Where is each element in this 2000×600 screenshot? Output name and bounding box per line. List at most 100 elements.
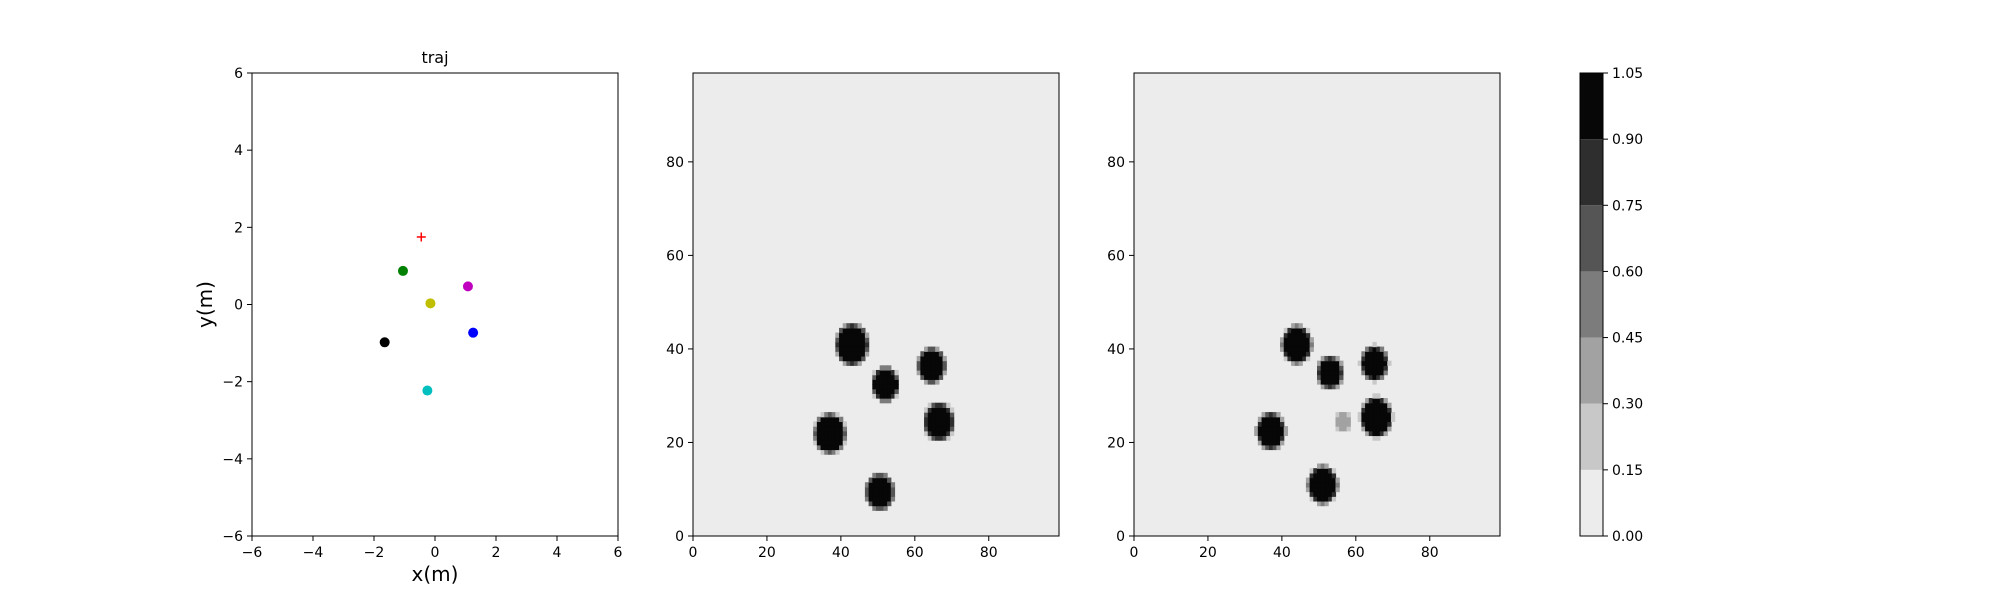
heatmap-2-cell (1331, 482, 1337, 488)
heatmap-1-cell (820, 444, 825, 451)
heatmap-2-cell (1298, 341, 1303, 348)
heatmap-1-cell (861, 351, 866, 357)
heatmap-1-cell (839, 351, 844, 357)
heatmap-2-cell (1339, 426, 1344, 432)
heatmap-2-cell (1376, 360, 1381, 366)
heatmap-2-cell (1257, 435, 1263, 441)
colorbar-tick-label: 0.15 (1612, 463, 1643, 479)
heatmap-1-cell (835, 430, 840, 437)
heatmap-1-cell (935, 369, 940, 376)
heatmap-2-cell (1368, 430, 1374, 437)
heatmap-1-cell (883, 388, 888, 394)
heatmap-1-cell (927, 379, 933, 385)
heatmap-2-cell (1361, 426, 1366, 432)
heatmap-1-cell (816, 440, 822, 446)
heatmap-2-cell (1298, 332, 1303, 338)
heatmap-1-cell (850, 327, 855, 334)
heatmap-2-cell (1372, 379, 1377, 385)
heatmap-1-cell (931, 365, 936, 371)
heatmap-2-cell (1335, 384, 1340, 390)
heatmap-2-cell (1368, 369, 1374, 376)
heatmap-2-cell (1376, 393, 1381, 399)
heatmap-2-cell (1302, 351, 1307, 357)
heatmap-1-cell (887, 393, 892, 399)
heatmap-2-cell (1324, 482, 1329, 488)
colorbar-band (1580, 337, 1603, 404)
traj-ytick-label: −4 (222, 452, 243, 468)
heatmap-1-cell (927, 407, 933, 413)
heatmap-2-cell (1268, 435, 1274, 441)
agent-point (468, 327, 479, 338)
heatmap-2-cell (1372, 351, 1377, 357)
heatmap-1-xtick-label: 60 (906, 545, 924, 561)
heatmap-2-cell (1265, 435, 1270, 441)
heatmap-2-cell (1302, 332, 1307, 338)
heatmap-1-cell (942, 435, 947, 441)
heatmap-2-cell (1379, 421, 1385, 427)
heatmap-2-cell (1298, 351, 1303, 357)
heatmap-2-ytick-label: 20 (1107, 435, 1125, 451)
heatmap-1-xtick-label: 0 (689, 545, 698, 561)
heatmap-1-cell (853, 355, 859, 362)
heatmap-1-cell (876, 491, 881, 497)
heatmap-1-cell (857, 323, 862, 329)
heatmap-2-cell (1320, 486, 1325, 493)
heatmap-2-cell (1346, 412, 1351, 418)
heatmap-1-cell (835, 444, 840, 451)
traj-ytick-label: 0 (234, 298, 243, 314)
heatmap-2-cell (1265, 444, 1270, 451)
heatmap-1-cell (890, 491, 896, 497)
heatmap-1-cell (876, 486, 881, 493)
heatmap-1-cell (861, 355, 866, 362)
heatmap-1-cell (946, 426, 951, 432)
heatmap-2-cell (1372, 341, 1377, 348)
colorbar-band (1580, 205, 1603, 272)
heatmap-2-cell (1320, 374, 1325, 380)
heatmap-1-cell (887, 369, 892, 376)
heatmap-1-cell (861, 332, 866, 338)
heatmap-2-cell (1368, 398, 1374, 404)
heatmap-1-cell (876, 379, 881, 385)
heatmap-2-cell (1376, 430, 1381, 437)
heatmap-1-cell (935, 407, 940, 413)
heatmap-2-cell (1309, 346, 1314, 352)
heatmap-1-cell (824, 440, 829, 446)
heatmap-1-cell (816, 416, 822, 423)
heatmap-1-xtick-label: 80 (980, 545, 998, 561)
heatmap-1-cell (824, 412, 829, 418)
heatmap-1-cell (924, 351, 929, 357)
heatmap-1-cell (853, 351, 859, 357)
heatmap-2-cell (1383, 412, 1388, 418)
heatmap-2-cell (1383, 430, 1388, 437)
heatmap-1-cell (927, 426, 933, 432)
heatmap-1-xtick-label: 40 (832, 545, 850, 561)
heatmap-2-cell (1331, 365, 1337, 371)
heatmap-2-cell (1383, 360, 1388, 366)
heatmap-1-cell (942, 360, 947, 366)
heatmap-1-ytick-label: 0 (675, 529, 684, 545)
heatmap-2-cell (1361, 360, 1366, 366)
heatmap-2-cell (1328, 365, 1333, 371)
heatmap-1-cell (835, 337, 840, 343)
heatmap-2-cell (1320, 468, 1325, 474)
heatmap-2-cell (1379, 430, 1385, 437)
heatmap-1-cell (842, 351, 848, 357)
traj-ytick-label: 6 (234, 66, 243, 82)
heatmap-2-cell (1361, 355, 1366, 362)
heatmap-1-cell (879, 379, 884, 385)
heatmap-2-cell (1372, 393, 1377, 399)
heatmap-1-cell (868, 477, 873, 483)
heatmap-2-cell (1320, 355, 1325, 362)
heatmap-1-cell (931, 379, 936, 385)
heatmap-1-cell (846, 351, 851, 357)
heatmap-1-cell (835, 346, 840, 352)
heatmap-2-cell (1291, 332, 1296, 338)
heatmap-1-cell (853, 341, 859, 348)
heatmap-1-cell (864, 351, 870, 357)
heatmap-1-ytick-label: 20 (666, 435, 684, 451)
heatmap-2-cell (1328, 360, 1333, 366)
heatmap-1-cell (938, 435, 944, 441)
heatmap-2-cell (1372, 398, 1377, 404)
traj-xtick-label: −4 (303, 545, 324, 561)
heatmap-1-cell (831, 421, 836, 427)
